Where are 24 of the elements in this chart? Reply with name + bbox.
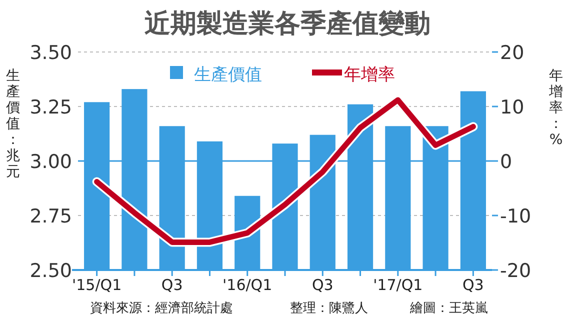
y2-tick-label: 10 — [500, 96, 524, 118]
y-axis-title: 生產價值：兆元 — [6, 68, 20, 180]
text: 整理：陳鷺人 — [290, 301, 368, 316]
legend-label: 生產價值 — [194, 65, 262, 85]
y-tick-label: 2.75 — [30, 206, 72, 228]
y2-axis-title: 年增率：% — [548, 68, 563, 148]
x-tick-label: Q3 — [312, 276, 334, 294]
y-tick-label: 3.50 — [30, 42, 72, 64]
x-tick-label: '17/Q1 — [373, 276, 423, 294]
source-note: 資料來源：經濟部統計處 — [90, 301, 233, 316]
chart-title: 近期製造業各季產值變動 — [144, 9, 430, 39]
x-tick-label: Q3 — [161, 276, 183, 294]
y2-tick-label: -10 — [500, 206, 532, 228]
x-tick-label: '15/Q1 — [72, 276, 122, 294]
y2-tick-label: -20 — [500, 260, 532, 282]
y-tick-label: 3.25 — [30, 96, 72, 118]
x-tick-label: Q3 — [462, 276, 484, 294]
y-tick-label: 2.50 — [30, 260, 72, 282]
y-tick-label: 3.00 — [30, 151, 72, 173]
x-tick-label: '16/Q1 — [222, 276, 272, 294]
legend-label: 年增率 — [344, 65, 395, 85]
text: 繪圖：王英嵐 — [409, 301, 488, 316]
y2-tick-label: 20 — [500, 42, 524, 64]
y2-tick-label: 0 — [500, 151, 512, 173]
